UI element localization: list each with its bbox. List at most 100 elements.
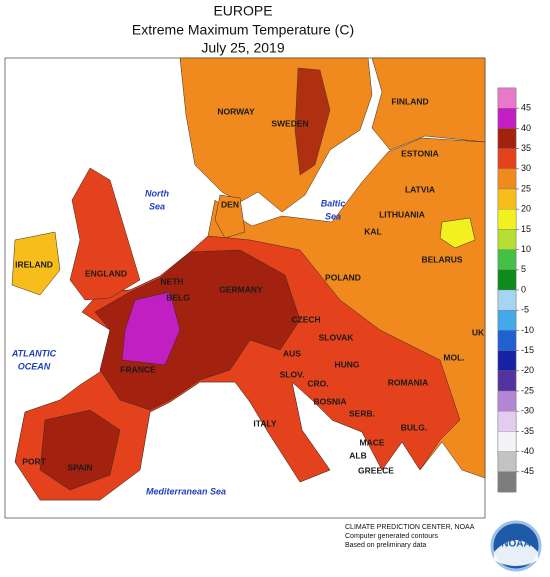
finland xyxy=(371,57,486,151)
country-label: NETH xyxy=(160,276,183,286)
sea-label: ATLANTIC xyxy=(11,348,57,358)
country-label: GREECE xyxy=(358,465,394,475)
legend-swatch xyxy=(497,310,517,331)
legend-label: -10 xyxy=(521,325,534,335)
country-label: LITHUANIA xyxy=(379,209,425,219)
country-label: PORT xyxy=(22,456,46,466)
legend-label: 30 xyxy=(521,163,531,173)
legend-label: 0 xyxy=(521,284,526,294)
sea-label: Sea xyxy=(149,201,165,211)
legend-swatch xyxy=(497,330,517,351)
country-label: ROMANIA xyxy=(388,377,429,387)
legend-label: -40 xyxy=(521,446,534,456)
legend-label: -30 xyxy=(521,406,534,416)
legend-swatch xyxy=(497,87,517,109)
country-label: BOSNIA xyxy=(313,396,346,406)
legend-label: -20 xyxy=(521,365,534,375)
country-label: UK xyxy=(472,327,485,337)
logo-text: NOAA xyxy=(501,539,530,550)
country-label: CRO. xyxy=(307,378,328,388)
legend-swatch xyxy=(497,209,517,230)
sea-label: OCEAN xyxy=(18,361,51,371)
logo-wave xyxy=(494,540,538,566)
sea-label: Baltic xyxy=(321,198,346,208)
hot-core xyxy=(94,249,301,411)
hot-zone xyxy=(294,67,331,176)
legend-swatch xyxy=(497,451,517,472)
sea-label: Mediterranean Sea xyxy=(146,486,226,496)
legend-swatch xyxy=(497,148,517,169)
legend-label: -35 xyxy=(521,426,534,436)
legend-label: 5 xyxy=(521,264,526,274)
title-line: EUROPE xyxy=(213,3,272,19)
extreme-zone xyxy=(121,291,181,366)
legend-swatch xyxy=(497,289,517,311)
legend-label: 20 xyxy=(521,204,531,214)
legend-label: -25 xyxy=(521,385,534,395)
legend-label: 15 xyxy=(521,224,531,234)
legend-label: 45 xyxy=(521,103,531,113)
legend-label: 25 xyxy=(521,183,531,193)
great-britain xyxy=(69,167,141,301)
country-label: BULG. xyxy=(401,422,427,432)
country-label: IRELAND xyxy=(15,259,53,269)
country-label: FINLAND xyxy=(391,96,428,106)
legend-swatch xyxy=(497,390,517,412)
sea-label: Sea xyxy=(325,211,341,221)
credit-line: Based on preliminary data xyxy=(345,542,426,549)
country-label: MACE xyxy=(359,437,384,447)
country-label: BELARUS xyxy=(421,254,462,264)
country-label: HUNG xyxy=(334,359,359,369)
country-label: SWEDEN xyxy=(271,118,308,128)
country-label: MOL. xyxy=(443,352,464,362)
country-label: ITALY xyxy=(253,418,276,428)
title-line: July 25, 2019 xyxy=(201,40,284,56)
title-line: Extreme Maximum Temperature (C) xyxy=(132,22,354,38)
country-label: POLAND xyxy=(325,272,361,282)
country-label: AUS xyxy=(283,348,301,358)
legend-swatch xyxy=(497,431,517,452)
country-label: ENGLAND xyxy=(85,268,127,278)
legend-label: -15 xyxy=(521,345,534,355)
denmark xyxy=(214,194,246,239)
ireland xyxy=(11,231,61,296)
legend-swatch xyxy=(497,411,517,432)
legend-swatch xyxy=(497,229,517,250)
country-label: FRANCE xyxy=(120,364,156,374)
country-label: CZECH xyxy=(291,314,320,324)
country-label: DEN xyxy=(221,199,239,209)
iberia-core xyxy=(39,409,121,491)
country-label: BELG xyxy=(166,292,190,302)
legend-label: 35 xyxy=(521,143,531,153)
legend-label: 40 xyxy=(521,123,531,133)
country-label: NORWAY xyxy=(217,106,255,116)
legend-swatch xyxy=(497,128,517,149)
country-label: ALB xyxy=(349,450,366,460)
legend-swatch xyxy=(497,168,517,190)
legend-swatch xyxy=(497,370,517,392)
country-label: LATVIA xyxy=(405,184,435,194)
legend-swatch xyxy=(497,350,517,371)
legend-swatch xyxy=(497,108,517,129)
legend-swatch xyxy=(497,471,517,493)
country-label: SLOVAK xyxy=(319,332,355,342)
country-label: SPAIN xyxy=(67,462,92,472)
cool-spot xyxy=(439,217,476,249)
country-label: SERB. xyxy=(349,408,375,418)
legend-label: 10 xyxy=(521,244,531,254)
country-label: SLOV. xyxy=(280,369,305,379)
legend-label: -5 xyxy=(521,305,529,315)
credit-line: CLIMATE PREDICTION CENTER, NOAA xyxy=(345,524,475,531)
country-label: ESTONIA xyxy=(401,148,439,158)
country-label: KAL xyxy=(364,226,381,236)
land xyxy=(11,57,486,501)
country-label: GERMANY xyxy=(219,284,263,294)
legend-swatch xyxy=(497,269,517,291)
sea-label: North xyxy=(145,188,169,198)
legend-swatch xyxy=(497,249,517,270)
legend-swatch xyxy=(497,188,517,210)
credit-line: Computer generated contours xyxy=(345,533,438,540)
legend-label: -45 xyxy=(521,466,534,476)
